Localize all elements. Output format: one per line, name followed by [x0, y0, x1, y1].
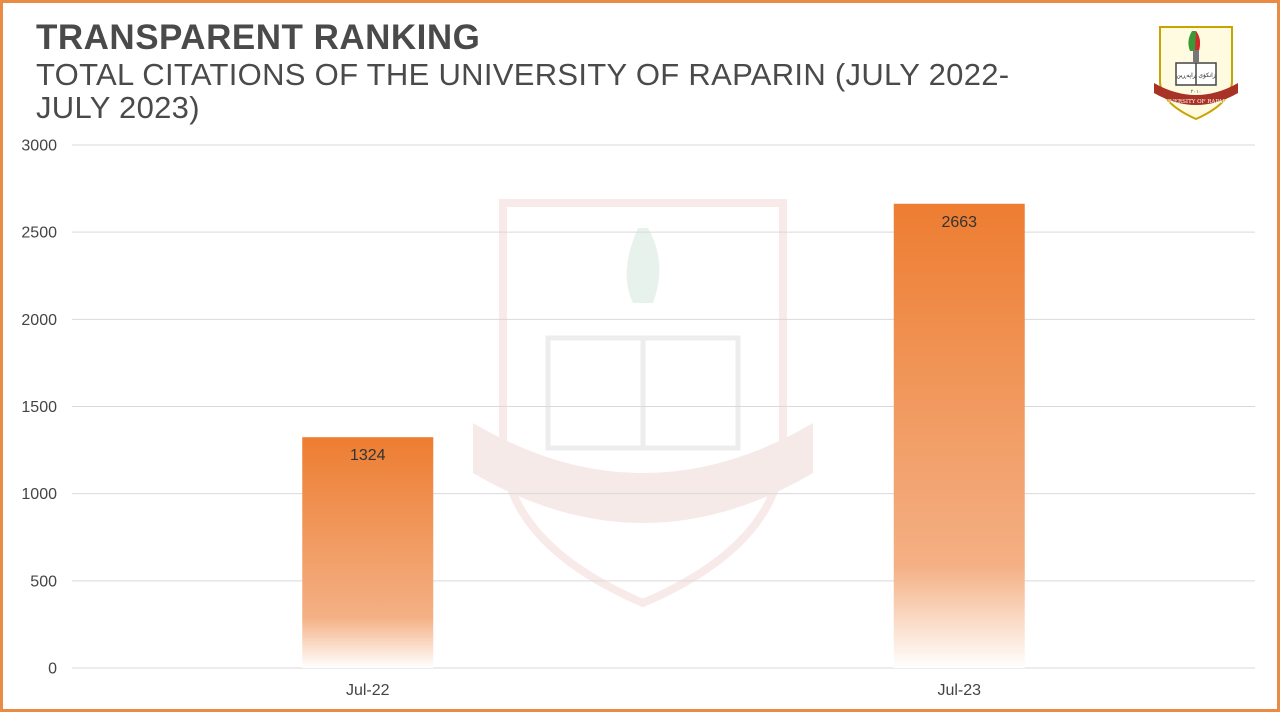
bar-chart: 0 500 1000 1500 2000 2500 3000 1324 2663 Jul-22… [21, 138, 1255, 699]
bars [302, 203, 1025, 668]
data-labels: 1324 2663 [350, 214, 977, 464]
x-tick-label: Jul-22 [346, 682, 390, 699]
grid-lines [72, 144, 1255, 669]
logo-year-text: ٢٠١٠ [1191, 89, 1202, 95]
y-tick-label: 1000 [21, 486, 57, 503]
data-label: 1324 [350, 447, 386, 464]
bar [302, 437, 434, 668]
y-tick-label: 0 [48, 661, 57, 678]
chart-title: TRANSPARENT RANKING [36, 18, 481, 57]
logo-banner-text: UNIVERSITY OF RAPARIN [1158, 99, 1233, 105]
y-tick-label: 500 [30, 573, 57, 590]
data-label: 2663 [941, 214, 977, 231]
x-axis: Jul-22 Jul-23 [346, 682, 981, 699]
chart-subtitle: TOTAL CITATIONS OF THE UNIVERSITY OF RAP… [36, 57, 1010, 125]
x-tick-label: Jul-23 [937, 682, 981, 699]
y-tick-label: 2500 [21, 225, 57, 242]
y-tick-label: 3000 [21, 138, 57, 155]
y-tick-label: 1500 [21, 399, 57, 416]
bar [893, 203, 1025, 668]
logo-book-text: زانکۆی ڕاپەڕین [1176, 72, 1215, 79]
y-axis: 0 500 1000 1500 2000 2500 3000 [21, 138, 57, 678]
watermark-crest [473, 199, 813, 608]
y-tick-label: 2000 [21, 312, 57, 329]
university-logo: زانکۆی ڕاپەڕین UNIVERSITY OF RAPARIN ٢٠١… [1154, 26, 1238, 121]
